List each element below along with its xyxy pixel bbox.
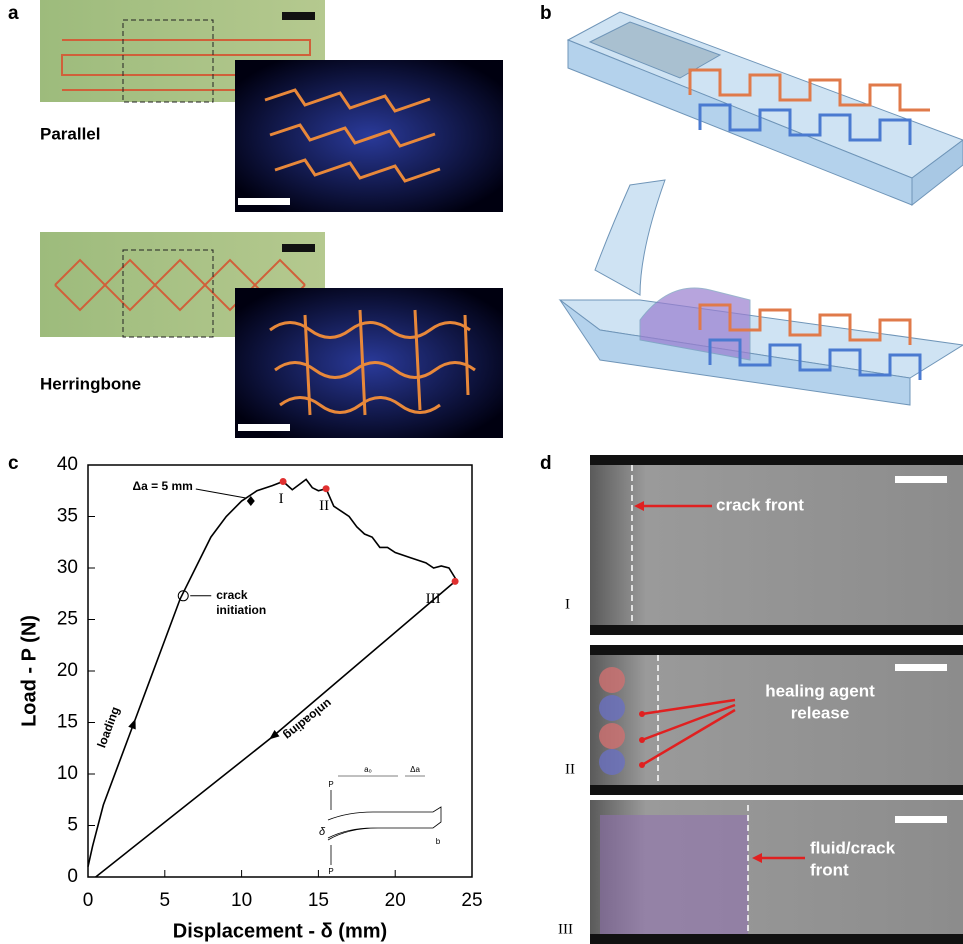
annotation: fluid/crack	[810, 838, 896, 857]
panel-b	[560, 12, 963, 405]
figure: a b c d Parallel Herringbone	[0, 0, 963, 944]
point-marker	[280, 478, 287, 485]
panel-label: a	[8, 3, 19, 24]
scale-bar	[282, 244, 315, 252]
x-tick-label: 20	[385, 890, 406, 911]
series-label: loading	[94, 705, 122, 750]
inset-label: a₀	[364, 765, 372, 774]
y-tick-label: 0	[67, 866, 78, 887]
chart: Displacement - δ (mm) Load - P (N) P a₀ …	[18, 465, 472, 942]
y-axis-label: Load - P (N)	[18, 615, 40, 727]
caption: Parallel	[40, 124, 101, 143]
inset-label: b	[436, 837, 441, 846]
scale-bar	[895, 816, 947, 823]
scale-bar	[238, 198, 290, 205]
slab-flap	[595, 180, 665, 295]
panel-label: b	[540, 3, 552, 24]
scale-bar	[895, 476, 947, 483]
stage-label: III	[558, 921, 573, 937]
plot-frame	[88, 465, 472, 877]
line-series	[88, 479, 457, 866]
panel-a: Parallel Herringbone	[40, 0, 503, 438]
point-marker	[452, 578, 459, 585]
x-tick-label: 15	[308, 890, 329, 911]
panel-label: c	[8, 453, 19, 474]
point-marker	[323, 485, 330, 492]
x-tick-label: 0	[83, 890, 94, 911]
caption: Herringbone	[40, 374, 141, 393]
inset-label: Δa	[410, 765, 420, 774]
y-tick-label: 5	[67, 815, 78, 836]
y-tick-label: 20	[57, 660, 78, 681]
inset-label: P	[328, 780, 333, 789]
x-tick-label: 5	[160, 890, 171, 911]
y-tick-label: 40	[57, 454, 78, 475]
annotation: release	[791, 703, 850, 722]
direction-arrow	[128, 717, 139, 729]
inset-label: δ	[319, 826, 326, 838]
series-label: unloading	[281, 696, 335, 743]
annotation: healing agent	[765, 681, 875, 700]
stage-label: II	[565, 761, 575, 777]
y-tick-label: 10	[57, 763, 78, 784]
x-tick-label: 10	[231, 890, 252, 911]
annotation: front	[810, 860, 849, 879]
scale-bar	[238, 424, 290, 431]
panel-d: crack front I healing agent release II f…	[558, 455, 963, 944]
y-tick-label: 35	[57, 506, 78, 527]
y-tick-label: 15	[57, 712, 78, 733]
inset	[328, 776, 441, 865]
point-label: I	[279, 491, 284, 507]
x-tick-label: 25	[461, 890, 482, 911]
stage-label: I	[565, 596, 570, 612]
point-label: II	[319, 498, 329, 514]
annotation: initiation	[216, 603, 266, 617]
scale-bar	[895, 664, 947, 671]
annotation: crack	[216, 588, 248, 602]
annotation: crack front	[716, 495, 804, 514]
photo	[235, 60, 503, 212]
y-tick-label: 30	[57, 557, 78, 578]
panel-label: d	[540, 453, 552, 474]
line-series	[96, 581, 455, 877]
x-axis-label: Displacement - δ (mm)	[173, 920, 387, 942]
inset-label: P	[328, 867, 333, 876]
annotation: Δa = 5 mm	[132, 479, 192, 493]
scale-bar	[282, 12, 315, 20]
annotation-arrow	[196, 489, 246, 498]
point-label: III	[426, 591, 441, 607]
y-tick-label: 25	[57, 609, 78, 630]
